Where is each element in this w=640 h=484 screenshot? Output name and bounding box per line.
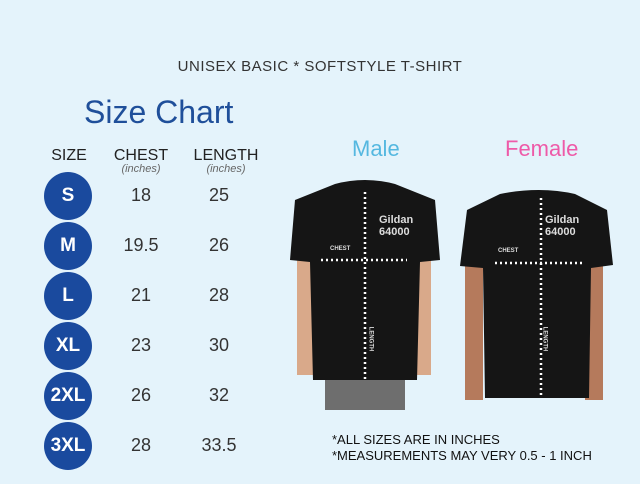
length-header: LENGTH [193, 147, 259, 164]
model-number: 64000 [545, 226, 576, 238]
brand-name: Gildan [545, 214, 580, 226]
female-tshirt [460, 190, 613, 400]
size-row: XL 23 30 [0, 322, 280, 370]
brand-name: Gildan [379, 214, 414, 226]
chest-value: 23 [130, 335, 152, 355]
length-unit: (inches) [206, 163, 246, 175]
length-value: 33.5 [201, 435, 237, 455]
size-row: S 18 25 [0, 172, 280, 220]
size-row: L 21 28 [0, 272, 280, 320]
length-value: 30 [208, 335, 230, 355]
chest-value: 28 [130, 435, 152, 455]
chest-value: 21 [130, 285, 152, 305]
note-sizes: *ALL SIZES ARE IN INCHES [332, 432, 500, 447]
size-badge: M [44, 222, 92, 270]
chest-header: CHEST [113, 147, 169, 164]
size-row: 2XL 26 32 [0, 372, 280, 420]
chest-unit: (inches) [121, 163, 161, 175]
length-value: 32 [208, 385, 230, 405]
size-badge: 2XL [44, 372, 92, 420]
chest-value: 19.5 [123, 235, 159, 255]
female-chest-label: CHEST [498, 248, 519, 254]
male-brand: Gildan 64000 [379, 214, 413, 238]
size-badge: 3XL [44, 422, 92, 470]
female-brand: Gildan 64000 [545, 214, 579, 238]
product-title: UNISEX BASIC * SOFTSTYLE T-SHIRT [177, 58, 463, 75]
note-measurements: *MEASUREMENTS MAY VERY 0.5 - 1 INCH [332, 448, 592, 463]
tshirt-photos [290, 180, 613, 410]
size-badge: XL [44, 322, 92, 370]
chest-value: 26 [130, 385, 152, 405]
size-header: SIZE [51, 147, 87, 164]
length-value: 26 [208, 235, 230, 255]
size-badge: S [44, 172, 92, 220]
male-chest-label: CHEST [330, 246, 351, 252]
male-label: Male [352, 136, 400, 161]
female-length-label: LENGTH [541, 326, 548, 352]
model-number: 64000 [379, 226, 410, 238]
male-length-label: LENGTH [367, 326, 374, 352]
size-row: M 19.5 26 [0, 222, 280, 270]
length-value: 28 [208, 285, 230, 305]
female-label: Female [505, 136, 579, 161]
male-tshirt [290, 180, 440, 410]
size-badge: L [44, 272, 92, 320]
size-row: 3XL 28 33.5 [0, 422, 280, 470]
chart-title: Size Chart [84, 94, 234, 130]
length-value: 25 [208, 185, 230, 205]
chest-value: 18 [130, 185, 152, 205]
